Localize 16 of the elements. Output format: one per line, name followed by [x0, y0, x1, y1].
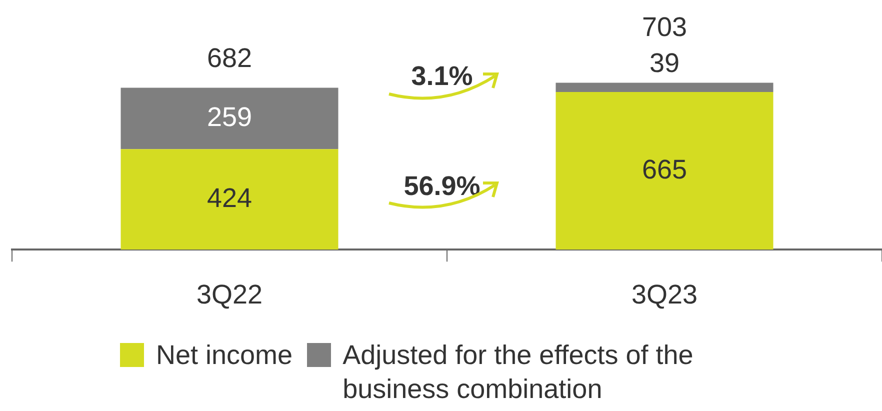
x-tick-label: 3Q22	[196, 279, 263, 310]
total-label: 682	[206, 43, 252, 74]
bar	[556, 82, 774, 92]
legend-label: Net income	[156, 339, 293, 372]
annotation: 3.1%	[411, 61, 473, 92]
annotation: 56.9%	[404, 170, 480, 201]
bar	[556, 92, 774, 250]
data-label: 39	[649, 48, 680, 78]
data-label: 424	[206, 182, 252, 213]
bar	[120, 149, 338, 250]
bar	[120, 88, 338, 150]
legend-label: Adjusted for the effects of the business combination	[342, 339, 694, 406]
data-label: 665	[642, 154, 688, 184]
total-label: 703	[642, 12, 688, 42]
data-label: 259	[206, 102, 252, 132]
x-tick-label: 3Q23	[631, 279, 698, 310]
